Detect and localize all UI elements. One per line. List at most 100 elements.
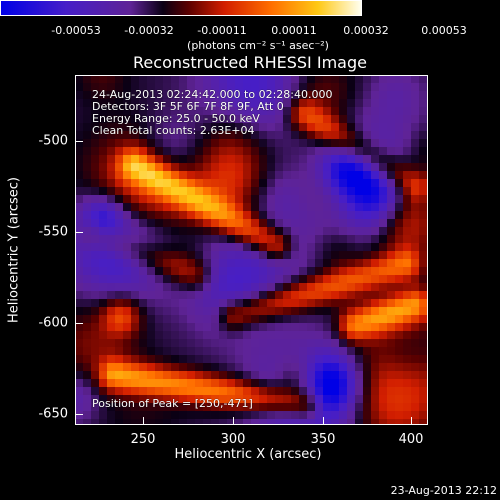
image-pixel [91, 387, 99, 395]
image-pixel [99, 235, 107, 243]
image-pixel [235, 227, 243, 235]
image-pixel [243, 163, 251, 171]
image-pixel [323, 251, 331, 259]
image-pixel [155, 347, 163, 355]
image-pixel [259, 155, 267, 163]
image-pixel [339, 355, 347, 363]
image-pixel [371, 195, 379, 203]
image-pixel [299, 411, 307, 419]
image-pixel [403, 315, 411, 323]
image-pixel [379, 227, 387, 235]
image-pixel [331, 355, 339, 363]
annotation-energy: Energy Range: 25.0 - 50.0 keV [92, 112, 260, 125]
image-pixel [75, 147, 83, 155]
image-pixel [299, 379, 307, 387]
image-pixel [251, 131, 259, 139]
image-pixel [219, 259, 227, 267]
image-pixel [211, 195, 219, 203]
image-pixel [291, 187, 299, 195]
image-pixel [371, 395, 379, 403]
image-pixel [379, 315, 387, 323]
image-pixel [155, 307, 163, 315]
image-pixel [195, 395, 203, 403]
image-pixel [283, 419, 291, 425]
image-pixel [331, 179, 339, 187]
image-pixel [379, 179, 387, 187]
image-pixel [411, 123, 419, 131]
image-pixel [115, 283, 123, 291]
image-pixel [83, 299, 91, 307]
image-pixel [91, 379, 99, 387]
image-pixel [227, 323, 235, 331]
image-pixel [91, 307, 99, 315]
image-pixel [139, 155, 147, 163]
image-pixel [379, 163, 387, 171]
image-pixel [403, 75, 411, 83]
image-pixel [387, 275, 395, 283]
image-pixel [171, 275, 179, 283]
image-pixel [291, 291, 299, 299]
image-pixel [411, 147, 419, 155]
image-pixel [163, 179, 171, 187]
image-pixel [275, 363, 283, 371]
image-pixel [83, 411, 91, 419]
image-pixel [147, 371, 155, 379]
image-pixel [155, 395, 163, 403]
image-pixel [115, 259, 123, 267]
image-pixel [171, 283, 179, 291]
image-pixel [323, 195, 331, 203]
image-pixel [307, 179, 315, 187]
image-pixel [131, 123, 139, 131]
image-pixel [83, 347, 91, 355]
image-pixel [275, 115, 283, 123]
image-pixel [211, 179, 219, 187]
image-pixel [387, 283, 395, 291]
image-pixel [411, 251, 419, 259]
image-pixel [355, 299, 363, 307]
image-pixel [363, 251, 371, 259]
x-tick-label: 400 [398, 432, 424, 447]
image-pixel [267, 171, 275, 179]
image-pixel [371, 99, 379, 107]
image-pixel [379, 115, 387, 123]
image-pixel [379, 99, 387, 107]
image-pixel [91, 267, 99, 275]
image-pixel [155, 387, 163, 395]
image-pixel [203, 179, 211, 187]
image-pixel [107, 195, 115, 203]
image-pixel [155, 155, 163, 163]
image-pixel [179, 419, 187, 425]
image-pixel [195, 347, 203, 355]
image-pixel [155, 235, 163, 243]
image-pixel [419, 259, 427, 267]
image-pixel [163, 395, 171, 403]
image-pixel [179, 171, 187, 179]
image-pixel [179, 347, 187, 355]
image-pixel [331, 315, 339, 323]
image-pixel [211, 315, 219, 323]
image-pixel [283, 139, 291, 147]
image-pixel [163, 371, 171, 379]
image-pixel [99, 147, 107, 155]
image-pixel [363, 163, 371, 171]
image-pixel [419, 107, 427, 115]
image-pixel [147, 219, 155, 227]
image-pixel [91, 411, 99, 419]
image-pixel [267, 299, 275, 307]
image-pixel [251, 195, 259, 203]
image-pixel [299, 187, 307, 195]
image-pixel [347, 283, 355, 291]
image-pixel [395, 131, 403, 139]
image-pixel [203, 379, 211, 387]
image-pixel [267, 283, 275, 291]
image-pixel [155, 379, 163, 387]
image-pixel [155, 219, 163, 227]
image-pixel [419, 275, 427, 283]
image-pixel [299, 235, 307, 243]
image-pixel [363, 227, 371, 235]
image-pixel [419, 395, 427, 403]
image-pixel [139, 307, 147, 315]
image-pixel [219, 163, 227, 171]
image-pixel [403, 395, 411, 403]
image-pixel [299, 419, 307, 425]
